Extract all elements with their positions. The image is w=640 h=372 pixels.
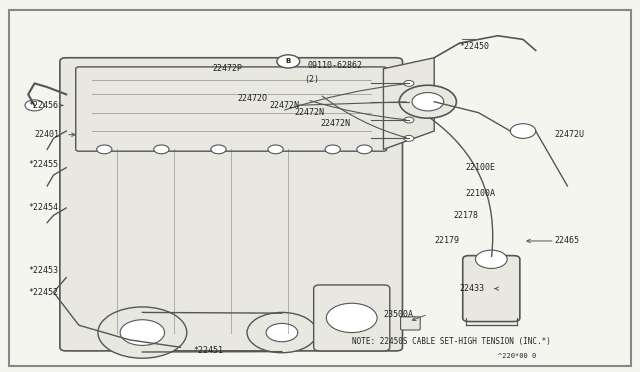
Circle shape (325, 145, 340, 154)
Circle shape (247, 312, 317, 353)
Circle shape (510, 124, 536, 138)
Text: 23500A: 23500A (383, 310, 413, 319)
Circle shape (97, 145, 112, 154)
Circle shape (154, 145, 169, 154)
Text: 22433: 22433 (460, 284, 484, 293)
Text: 22472U: 22472U (555, 130, 585, 139)
Circle shape (404, 80, 414, 86)
Circle shape (412, 93, 444, 111)
Circle shape (25, 100, 44, 111)
Circle shape (404, 99, 414, 105)
Text: *22455: *22455 (28, 160, 58, 169)
Circle shape (356, 145, 372, 154)
Circle shape (98, 307, 187, 358)
FancyBboxPatch shape (60, 58, 403, 351)
Text: 22178: 22178 (453, 211, 478, 220)
Text: (2): (2) (304, 75, 319, 84)
Circle shape (120, 320, 164, 346)
Text: 22179: 22179 (434, 237, 459, 246)
Text: 22472N: 22472N (320, 119, 350, 128)
Circle shape (404, 117, 414, 123)
Text: ^220*00 0: ^220*00 0 (498, 353, 536, 359)
Circle shape (326, 303, 377, 333)
Text: *22452: *22452 (28, 288, 58, 297)
Circle shape (404, 135, 414, 141)
FancyBboxPatch shape (463, 256, 520, 321)
Polygon shape (383, 58, 434, 149)
Text: *22451: *22451 (193, 346, 223, 355)
Text: *22450: *22450 (460, 42, 490, 51)
Text: 22100E: 22100E (466, 163, 496, 172)
Text: 22472O: 22472O (237, 93, 268, 103)
Circle shape (268, 145, 284, 154)
Circle shape (399, 85, 456, 118)
FancyBboxPatch shape (314, 285, 390, 351)
Text: 09110-62862: 09110-62862 (307, 61, 362, 70)
Text: 22472P: 22472P (212, 64, 242, 73)
Circle shape (266, 323, 298, 342)
Text: 22465: 22465 (555, 237, 580, 246)
Text: B: B (285, 58, 291, 64)
Text: 22472N: 22472N (269, 101, 300, 110)
FancyBboxPatch shape (401, 317, 420, 330)
Text: 22401: 22401 (35, 130, 60, 139)
Text: 22100A: 22100A (466, 189, 496, 198)
Text: *22453: *22453 (28, 266, 58, 275)
Text: 22472N: 22472N (294, 108, 324, 117)
Circle shape (476, 250, 507, 269)
Circle shape (211, 145, 226, 154)
Text: NOTE: 22450S CABLE SET-HIGH TENSION (INC.*): NOTE: 22450S CABLE SET-HIGH TENSION (INC… (352, 337, 550, 346)
Circle shape (277, 55, 300, 68)
Text: *22454: *22454 (28, 203, 58, 212)
Text: *22456: *22456 (28, 101, 58, 110)
FancyBboxPatch shape (76, 67, 387, 151)
